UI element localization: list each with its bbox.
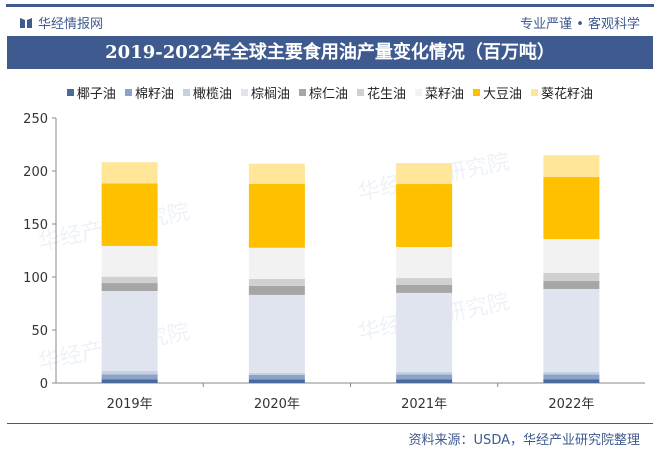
bar-segment xyxy=(543,272,600,282)
bar-segment xyxy=(101,183,158,246)
legend-label: 大豆油 xyxy=(483,87,523,102)
logo-text: 华经情报网 xyxy=(38,17,104,32)
bar-segment xyxy=(396,278,453,285)
bar-segment xyxy=(101,379,158,383)
bar-segment xyxy=(396,184,453,248)
bar-segment xyxy=(543,371,600,375)
top-divider xyxy=(6,4,654,7)
legend-swatch xyxy=(298,89,306,96)
footer-divider xyxy=(7,423,653,424)
x-tick-label: 2020年 xyxy=(254,397,300,412)
y-tick-label: 50 xyxy=(31,324,48,339)
legend-label: 葵花籽油 xyxy=(541,87,594,102)
bar-segment xyxy=(543,374,600,380)
bar-segment xyxy=(543,155,600,178)
legend-item: 橄榄油 xyxy=(182,83,232,102)
y-tick-label: 100 xyxy=(23,271,48,286)
legend-label: 棕仁油 xyxy=(308,87,348,102)
bar-segment xyxy=(396,247,453,279)
bar-segment xyxy=(248,183,305,248)
bar-segment xyxy=(396,284,453,293)
legend-label: 椰子油 xyxy=(76,87,116,102)
bar-segment xyxy=(248,379,305,383)
bar-segment xyxy=(543,177,600,240)
legend-swatch xyxy=(531,89,539,96)
legend-swatch xyxy=(124,89,132,96)
bar-segment xyxy=(101,245,158,277)
legend-item: 花生油 xyxy=(357,83,406,102)
bar-segment xyxy=(543,239,600,273)
legend-label: 菜籽油 xyxy=(425,87,465,102)
source-note: 资料来源：USDA，华经产业研究院整理 xyxy=(408,433,640,448)
bar-segment xyxy=(543,281,600,289)
legend-item: 葵花籽油 xyxy=(531,83,593,102)
legend-item: 棉籽油 xyxy=(124,83,174,102)
bar-segment xyxy=(101,374,158,380)
bar-segment xyxy=(396,163,453,185)
legend-swatch xyxy=(66,89,74,96)
bar-segment xyxy=(248,294,305,373)
legend-swatch xyxy=(473,89,481,96)
legend-item: 菜籽油 xyxy=(415,83,464,102)
y-tick-label: 150 xyxy=(23,218,48,233)
legend-item: 大豆油 xyxy=(473,83,522,102)
legend-label: 棉籽油 xyxy=(134,87,174,102)
bar-segment xyxy=(101,371,158,375)
bar-segment xyxy=(101,276,158,284)
legend-item: 棕榈油 xyxy=(240,83,290,102)
legend-item: 棕仁油 xyxy=(298,83,348,102)
legend-swatch xyxy=(240,89,248,96)
bar-segment xyxy=(543,379,600,383)
y-tick-label: 250 xyxy=(23,112,48,127)
legend-label: 花生油 xyxy=(367,87,407,102)
bar-segment xyxy=(543,288,600,372)
y-tick-label: 200 xyxy=(23,165,48,180)
bar-segment xyxy=(248,372,305,375)
bar-segment xyxy=(248,285,305,295)
bar-segment xyxy=(248,279,305,286)
bar-segment xyxy=(396,374,453,380)
x-tick-label: 2022年 xyxy=(548,397,594,412)
bar-segment xyxy=(396,379,453,383)
bar-segment xyxy=(248,374,305,380)
x-tick-label: 2019年 xyxy=(107,397,153,412)
legend-swatch xyxy=(182,89,190,96)
legend-item: 椰子油 xyxy=(66,83,116,102)
legend-label: 橄榄油 xyxy=(192,87,232,102)
bar-segment xyxy=(101,283,158,291)
bar-segment xyxy=(248,247,305,280)
x-tick-label: 2021年 xyxy=(401,397,447,412)
bar-segment xyxy=(396,292,453,372)
logo: 华经情报网 xyxy=(20,13,103,32)
slogan: 专业严谨 • 客观科学 xyxy=(520,17,640,32)
legend: 椰子油 棉籽油 橄榄油 棕榈油 棕仁油 花生油 菜籽油 大豆油 葵花籽油 xyxy=(0,83,660,102)
bar-segment xyxy=(248,163,305,184)
legend-swatch xyxy=(357,89,364,96)
y-tick-label: 0 xyxy=(40,377,48,392)
logo-icon xyxy=(20,17,32,28)
bar-segment xyxy=(101,162,158,184)
legend-swatch xyxy=(415,89,423,96)
legend-label: 棕榈油 xyxy=(250,87,290,102)
bar-segment xyxy=(396,371,453,375)
bar-segment xyxy=(101,290,158,372)
chart-title: 2019-2022年全球主要食用油产量变化情况（百万吨） xyxy=(7,36,653,69)
